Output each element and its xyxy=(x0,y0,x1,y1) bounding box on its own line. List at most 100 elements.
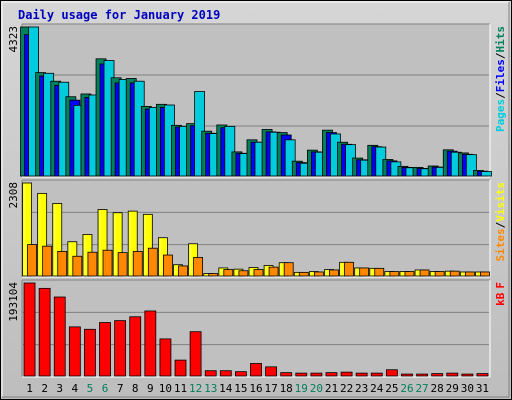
y-max-label: 2308 xyxy=(7,182,20,209)
panel-legend: Sites/Visits xyxy=(494,182,507,262)
bar-highlight xyxy=(372,147,375,175)
bar-kb-f-day-12 xyxy=(189,331,202,377)
bar-highlight xyxy=(297,163,300,175)
day-label: 3 xyxy=(56,382,63,395)
bar-highlight xyxy=(146,110,149,175)
bar-highlight xyxy=(129,212,132,275)
day-label: 21 xyxy=(325,382,338,395)
bar-highlight xyxy=(176,128,179,175)
bar-highlight xyxy=(112,78,115,175)
bar-highlight xyxy=(414,168,417,175)
bar-highlight xyxy=(422,169,425,175)
bar-highlight xyxy=(105,61,108,175)
bar-highlight xyxy=(342,373,345,375)
bar-highlight xyxy=(448,152,451,175)
bar-highlight xyxy=(463,155,466,175)
bar-highlight xyxy=(206,134,209,175)
bar-sites-day-24 xyxy=(374,267,385,277)
bar-highlight xyxy=(174,265,177,275)
bar-highlight xyxy=(340,263,343,275)
bar-highlight xyxy=(38,194,41,275)
day-label: 9 xyxy=(147,382,154,395)
bar-highlight xyxy=(70,327,73,375)
bar-highlight xyxy=(119,253,122,275)
day-label: 17 xyxy=(264,382,277,395)
bar-highlight xyxy=(195,92,198,175)
bar-highlight xyxy=(355,268,358,275)
day-label: 8 xyxy=(132,382,139,395)
bar-highlight xyxy=(400,272,403,275)
legend-kb: kB xyxy=(494,292,507,306)
bar-highlight xyxy=(300,273,303,275)
day-label: 2 xyxy=(41,382,48,395)
day-label: 20 xyxy=(310,382,323,395)
bar-highlight xyxy=(66,97,69,175)
bar-sites-day-23 xyxy=(359,267,370,277)
bar-highlight xyxy=(474,171,477,175)
bar-sites-day-7 xyxy=(117,252,128,277)
bar-sites-day-21 xyxy=(329,269,339,277)
bar-kb-f-day-31 xyxy=(476,373,489,377)
bar-highlight xyxy=(234,270,237,275)
y-max-label: 4323 xyxy=(7,26,20,53)
bar-highlight xyxy=(89,96,92,175)
day-label: 7 xyxy=(117,382,124,395)
bar-highlight xyxy=(221,371,224,375)
bar-sites-day-18 xyxy=(283,262,294,277)
bar-highlight xyxy=(70,101,73,175)
bar-kb-f-day-6 xyxy=(99,322,111,377)
bar-highlight xyxy=(250,268,252,275)
bar-highlight xyxy=(308,151,311,175)
bar-highlight xyxy=(44,74,47,175)
bar-highlight xyxy=(293,162,296,175)
bar-highlight xyxy=(375,269,378,275)
bar-highlight xyxy=(418,169,421,175)
panel-visits-sites: 2308 Sites/Visits xyxy=(7,179,507,278)
bar-highlight xyxy=(59,83,62,175)
bar-highlight xyxy=(51,82,54,175)
bar-highlight xyxy=(295,273,298,275)
day-label: 22 xyxy=(340,382,353,395)
bar-visits-day-9 xyxy=(142,213,153,277)
bar-highlight xyxy=(310,272,313,275)
bar-highlight xyxy=(236,154,239,175)
bar-highlight xyxy=(145,311,148,375)
day-label: 14 xyxy=(219,382,233,395)
legend-visits: Visits xyxy=(494,182,507,222)
bar-kb-f-day-23 xyxy=(355,372,368,377)
bar-sites-day-31 xyxy=(480,271,490,277)
bar-kb-f-day-11 xyxy=(174,359,187,377)
bar-pages-day-31 xyxy=(481,171,492,177)
bar-visits-day-2 xyxy=(37,192,48,277)
bar-highlight xyxy=(353,159,356,175)
bar-highlight xyxy=(150,108,153,175)
bar-highlight xyxy=(482,172,485,175)
bar-highlight xyxy=(447,374,450,375)
bar-highlight xyxy=(345,263,348,275)
bar-highlight xyxy=(266,367,269,375)
bar-kb-f-day-20 xyxy=(310,372,323,377)
bar-highlight xyxy=(278,133,281,175)
bar-highlight xyxy=(127,79,130,175)
bar-highlight xyxy=(476,272,479,275)
bar-kb-f-day-29 xyxy=(446,372,459,377)
bar-kb-f-day-26 xyxy=(401,373,413,377)
bar-highlight xyxy=(202,132,205,175)
bar-highlight xyxy=(251,364,254,375)
panel-kbytes: 193104 kB F xyxy=(7,279,507,378)
bar-highlight xyxy=(406,168,409,175)
bar-highlight xyxy=(172,126,175,175)
bar-kb-f-day-16 xyxy=(250,363,262,377)
bar-highlight xyxy=(176,361,179,375)
day-label: 31 xyxy=(476,382,489,395)
bar-highlight xyxy=(421,270,424,275)
bar-sites-day-6 xyxy=(102,249,113,277)
day-label: 25 xyxy=(385,382,398,395)
day-label: 24 xyxy=(370,382,384,395)
bar-highlight xyxy=(360,268,363,275)
bar-highlight xyxy=(285,263,288,275)
bar-sites-day-14 xyxy=(223,269,234,277)
day-label: 29 xyxy=(446,382,459,395)
